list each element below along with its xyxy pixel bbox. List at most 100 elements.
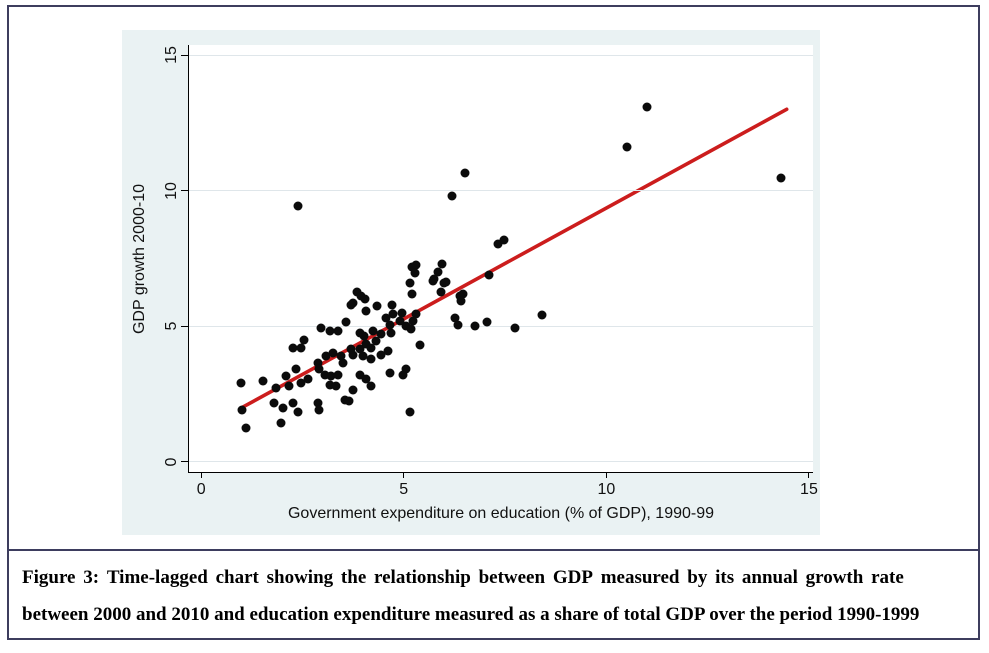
scatter-point	[372, 301, 382, 311]
scatter-point	[361, 306, 371, 316]
caption-word: growth	[805, 567, 864, 588]
scatter-point	[537, 310, 547, 320]
scatter-point	[410, 268, 420, 278]
scatter-point	[355, 370, 365, 380]
scatter-point	[405, 407, 415, 417]
regression-line	[239, 107, 789, 410]
scatter-point	[405, 278, 415, 288]
x-axis-title: Government expenditure on education (% o…	[287, 505, 715, 522]
scatter-point	[437, 259, 447, 269]
scatter-point	[288, 343, 298, 353]
caption-word: the	[340, 567, 367, 588]
scatter-point	[622, 142, 632, 152]
y-tick-mark-15	[181, 54, 188, 56]
y-tick-mark-10	[181, 190, 188, 192]
scatter-point	[387, 300, 397, 310]
caption-word: measured	[600, 567, 680, 588]
scatter-point	[428, 276, 438, 286]
scatter-point	[388, 309, 398, 319]
scatter-point	[371, 336, 381, 346]
x-tick-mark-10	[605, 472, 607, 478]
x-tick-label-0: 0	[196, 481, 206, 498]
scatter-point	[336, 351, 346, 361]
caption-word: Figure	[22, 567, 76, 588]
scatter-point	[415, 340, 425, 350]
scatter-point	[358, 351, 368, 361]
scatter-point	[321, 351, 331, 361]
scatter-point	[395, 316, 405, 326]
scatter-point	[450, 313, 460, 323]
scatter-point	[386, 328, 396, 338]
gridline-y-5	[189, 325, 813, 327]
scatter-point	[482, 317, 492, 327]
scatter-point	[408, 316, 418, 326]
scatter-point	[281, 371, 291, 381]
scatter-point	[360, 294, 370, 304]
caption-word: GDP	[552, 567, 593, 588]
scatter-point	[348, 385, 358, 395]
scatter-point	[344, 396, 354, 406]
scatter-point	[366, 354, 376, 364]
scatter-point	[296, 343, 306, 353]
scatter-point	[453, 320, 463, 330]
scatter-point	[293, 201, 303, 211]
y-tick-label-10: 10	[163, 181, 180, 200]
scatter-point	[328, 348, 338, 358]
scatter-point	[376, 329, 386, 339]
x-tick-mark-0	[200, 472, 202, 478]
scatter-point	[397, 308, 407, 318]
caption-word: by	[687, 567, 708, 588]
gridline-y-10	[189, 190, 813, 192]
scatter-point	[341, 317, 351, 327]
scatter-point	[361, 374, 371, 384]
scatter-point	[776, 173, 786, 183]
scatter-point	[484, 270, 494, 280]
scatter-point	[460, 168, 470, 178]
scatter-point	[314, 364, 324, 374]
scatter-point	[470, 321, 480, 331]
chart-canvas: Government expenditure on education (% o…	[122, 30, 820, 535]
gridline-y-15	[189, 54, 813, 56]
x-tick-label-5: 5	[399, 481, 409, 498]
caption-word: chart	[215, 567, 259, 588]
scatter-point	[346, 300, 356, 310]
y-tick-mark-0	[181, 461, 188, 463]
scatter-point	[303, 374, 313, 384]
caption-word: Time-lagged	[106, 567, 208, 588]
scatter-point	[340, 395, 350, 405]
x-tick-mark-15	[808, 472, 810, 478]
caption-word: annual	[741, 567, 798, 588]
scatter-point	[456, 296, 466, 306]
scatter-point	[338, 358, 348, 368]
scatter-point	[325, 380, 335, 390]
scatter-point	[333, 370, 343, 380]
figure-caption-box: Figure 3: Time-lagged chart showing the relati…	[9, 549, 978, 628]
scatter-point	[355, 344, 365, 354]
plot-area: Government expenditure on education (% o…	[131, 45, 818, 522]
scatter-point	[493, 239, 503, 249]
y-tick-label-0: 0	[163, 457, 180, 467]
scatter-point	[385, 320, 395, 330]
scatter-point	[258, 376, 268, 386]
scatter-point	[366, 343, 376, 353]
caption-word: 3:	[83, 567, 100, 588]
scatter-point	[237, 405, 247, 415]
scatter-point	[346, 344, 356, 354]
scatter-point	[411, 260, 421, 270]
scatter-point	[326, 371, 336, 381]
scatter-point	[361, 339, 371, 349]
x-tick-mark-5	[403, 472, 405, 478]
scatter-point	[401, 364, 411, 374]
scatter-point	[284, 381, 294, 391]
caption-word: between	[478, 567, 546, 588]
scatter-point	[236, 378, 246, 388]
y-tick-label-5: 5	[163, 321, 180, 331]
y-tick-label-15: 15	[163, 46, 180, 64]
scatter-point	[241, 423, 251, 433]
scatter-point	[376, 350, 386, 360]
scatter-point	[411, 309, 421, 319]
scatter-point	[355, 328, 365, 338]
scatter-point	[293, 407, 303, 416]
scatter-point	[642, 102, 652, 112]
scatter-point	[288, 398, 298, 408]
